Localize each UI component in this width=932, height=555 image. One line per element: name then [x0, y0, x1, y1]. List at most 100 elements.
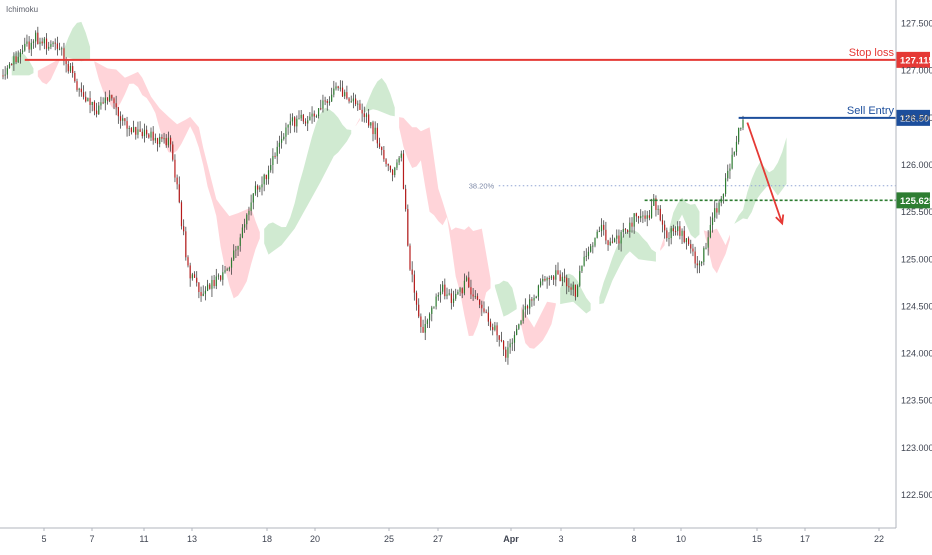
forecast-arrow-shaft — [746, 122, 784, 224]
candle-body-119 — [261, 184, 263, 188]
candle-body-10 — [24, 43, 26, 51]
candle-body-300 — [655, 198, 657, 210]
candle-body-27 — [61, 48, 63, 50]
candle-body-331 — [722, 193, 725, 199]
candle-body-8 — [19, 52, 22, 57]
cloud-segment-2 — [63, 21, 91, 62]
candle-body-145 — [317, 108, 320, 117]
price-tag-0 — [896, 51, 930, 68]
candle-body-245 — [535, 296, 537, 299]
candle-body-205 — [448, 293, 450, 295]
candle-body-214 — [468, 277, 470, 288]
candle-body-278 — [607, 240, 609, 246]
candle-body-176 — [385, 159, 387, 164]
candle-body-204 — [446, 294, 448, 297]
candle-body-200 — [437, 295, 439, 297]
candle-body-29 — [65, 60, 67, 65]
candle-body-15 — [35, 32, 37, 42]
price-tag-1 — [896, 109, 930, 126]
candle-body-47 — [104, 97, 106, 104]
candle-body-116 — [254, 185, 257, 194]
candle-body-167 — [365, 114, 368, 117]
candle-body-241 — [526, 306, 529, 309]
candle-body-107 — [235, 249, 237, 251]
candle-body-286 — [624, 229, 627, 231]
candle-body-32 — [72, 66, 74, 74]
candle-body-172 — [376, 127, 378, 144]
candle-body-244 — [533, 298, 535, 301]
candle-body-102 — [224, 270, 226, 273]
candle-body-218 — [476, 296, 479, 300]
candle-body-248 — [542, 278, 544, 282]
candle-body-259 — [566, 277, 568, 287]
price-tag-label-0: 127.115 — [900, 55, 932, 66]
candle-body-262 — [572, 284, 574, 290]
candle-body-216 — [472, 294, 474, 297]
candle-body-249 — [544, 278, 546, 281]
cloud-segment-13 — [660, 235, 665, 251]
candle-body-246 — [537, 285, 540, 297]
candle-body-184 — [402, 153, 405, 189]
candle-body-260 — [568, 286, 570, 288]
candle-body-274 — [598, 231, 600, 233]
candle-body-339 — [740, 127, 742, 129]
candle-body-78 — [172, 144, 174, 160]
candle-body-268 — [585, 255, 587, 257]
candle-body-140 — [307, 120, 309, 124]
candle-body-39 — [87, 98, 89, 102]
candle-body-174 — [381, 146, 383, 150]
candle-body-234 — [511, 342, 513, 344]
candle-body-179 — [391, 169, 394, 175]
candle-body-276 — [603, 224, 605, 230]
candle-body-230 — [502, 341, 505, 350]
candle-body-62 — [137, 129, 139, 135]
candle-body-239 — [522, 309, 524, 321]
candle-body-92 — [202, 293, 204, 296]
candle-body-254 — [555, 270, 557, 280]
candle-body-124 — [272, 155, 274, 166]
candle-body-261 — [570, 287, 572, 290]
candle-body-247 — [539, 281, 542, 286]
x-tick-label-6: 25 — [384, 534, 394, 544]
candle-body-222 — [485, 311, 487, 313]
candle-body-114 — [250, 202, 252, 211]
candle-body-19 — [43, 38, 45, 44]
candle-body-113 — [248, 210, 250, 215]
candle-body-17 — [39, 41, 41, 44]
candle-body-53 — [117, 107, 119, 117]
candle-body-37 — [82, 92, 85, 97]
candle-body-299 — [653, 198, 655, 206]
candle-body-148 — [324, 100, 326, 102]
candle-body-315 — [687, 238, 690, 245]
candle-body-83 — [183, 226, 185, 232]
candle-body-77 — [169, 137, 172, 145]
candle-body-31 — [69, 66, 72, 72]
y-tick-label-10: 127.500 — [901, 19, 932, 29]
candle-body-95 — [209, 284, 211, 289]
candle-body-130 — [285, 127, 287, 137]
candle-body-211 — [461, 288, 463, 294]
candle-body-60 — [132, 127, 135, 133]
candle-body-250 — [546, 278, 548, 281]
candle-body-91 — [200, 292, 202, 296]
candle-body-157 — [344, 92, 346, 97]
candle-body-207 — [452, 298, 455, 303]
candle-body-210 — [459, 288, 461, 292]
price-tag-2 — [896, 192, 930, 209]
candle-body-65 — [143, 129, 146, 137]
candle-body-251 — [548, 278, 550, 280]
candle-body-273 — [596, 231, 598, 238]
candle-body-240 — [524, 306, 526, 310]
candle-body-305 — [666, 230, 668, 239]
candle-body-45 — [100, 102, 102, 106]
candle-body-265 — [579, 271, 581, 286]
candle-body-144 — [315, 116, 318, 118]
candle-body-40 — [89, 98, 91, 105]
candle-body-199 — [435, 296, 437, 307]
candle-body-42 — [93, 101, 96, 111]
candle-body-178 — [389, 165, 392, 170]
candle-body-269 — [587, 251, 590, 256]
candle-body-6 — [15, 56, 17, 63]
candle-body-135 — [296, 118, 298, 127]
candle-body-11 — [26, 41, 28, 44]
